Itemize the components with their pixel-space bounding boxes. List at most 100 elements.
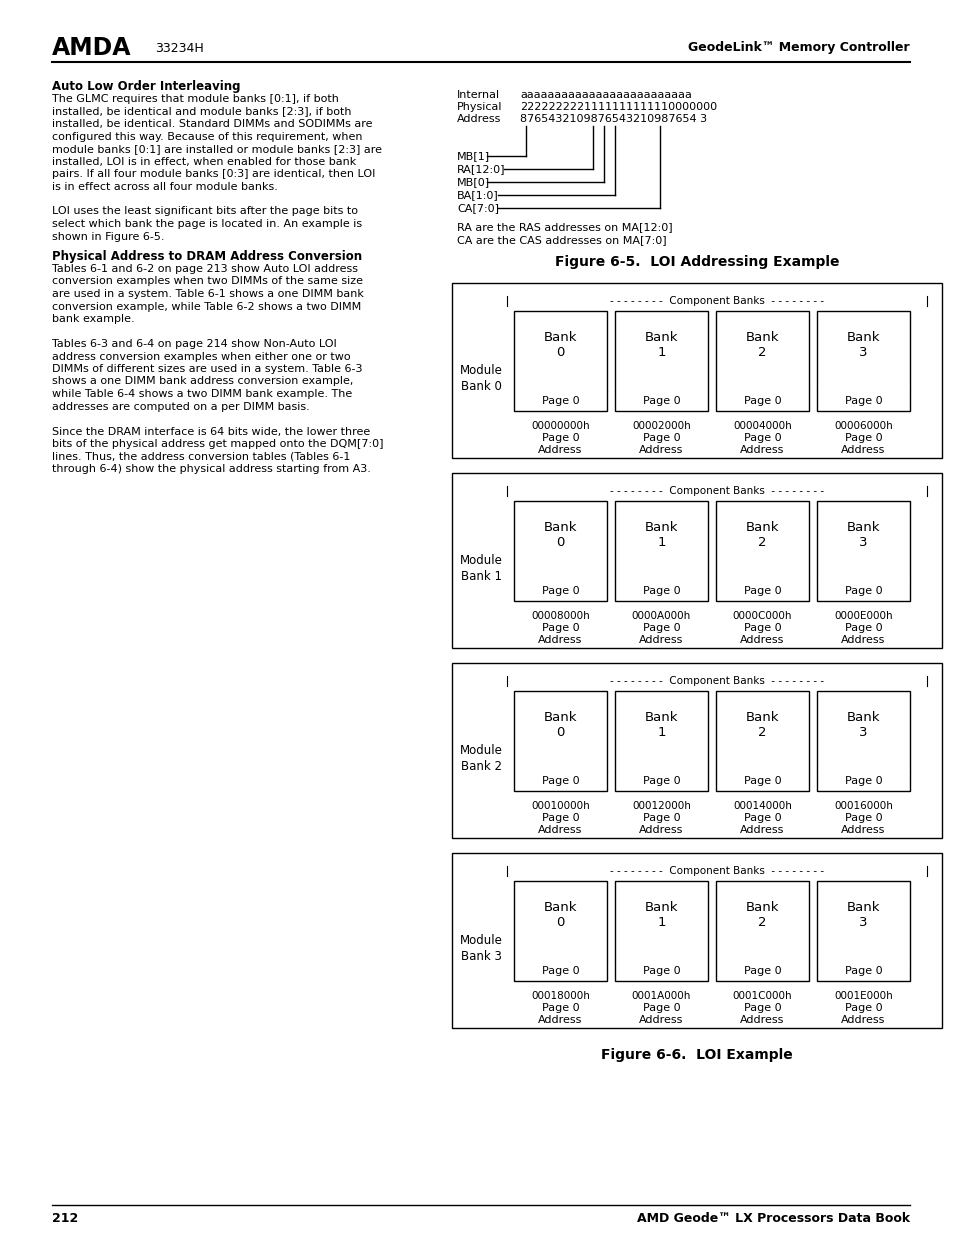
Text: - - - - - - - -  Component Banks  - - - - - - - -: - - - - - - - - Component Banks - - - - …: [609, 866, 823, 876]
Text: Address: Address: [841, 635, 884, 645]
Text: bank example.: bank example.: [52, 314, 134, 324]
Text: Bank
0: Bank 0: [543, 331, 577, 359]
Bar: [452, 473, 941, 648]
Text: Bank
3: Bank 3: [846, 331, 880, 359]
Text: address conversion examples when either one or two: address conversion examples when either …: [52, 352, 351, 362]
Bar: [615, 881, 707, 981]
Text: conversion examples when two DIMMs of the same size: conversion examples when two DIMMs of th…: [52, 277, 363, 287]
Text: Page 0: Page 0: [642, 813, 679, 823]
Text: Page 0: Page 0: [642, 966, 679, 976]
Text: Bank
0: Bank 0: [543, 902, 577, 929]
Text: Figure 6-5.  LOI Addressing Example: Figure 6-5. LOI Addressing Example: [554, 254, 839, 269]
Text: 0001A000h: 0001A000h: [631, 990, 691, 1002]
Text: RA[12:0]: RA[12:0]: [456, 164, 505, 174]
Text: Module
Bank 3: Module Bank 3: [459, 935, 502, 962]
Text: Page 0: Page 0: [843, 966, 882, 976]
Text: Address: Address: [740, 635, 784, 645]
Text: Bank
0: Bank 0: [543, 711, 577, 739]
Text: AMD Geode™ LX Processors Data Book: AMD Geode™ LX Processors Data Book: [637, 1212, 909, 1224]
Text: pairs. If all four module banks [0:3] are identical, then LOI: pairs. If all four module banks [0:3] ar…: [52, 169, 375, 179]
Text: addresses are computed on a per DIMM basis.: addresses are computed on a per DIMM bas…: [52, 401, 310, 411]
Text: 00014000h: 00014000h: [732, 802, 791, 811]
Text: lines. Thus, the address conversion tables (Tables 6-1: lines. Thus, the address conversion tabl…: [52, 452, 350, 462]
Text: installed, LOI is in effect, when enabled for those bank: installed, LOI is in effect, when enable…: [52, 157, 355, 167]
Text: GeodeLink™ Memory Controller: GeodeLink™ Memory Controller: [688, 42, 909, 54]
Bar: [716, 501, 808, 601]
Text: Address: Address: [639, 1015, 683, 1025]
Text: Page 0: Page 0: [642, 1003, 679, 1013]
Text: Page 0: Page 0: [843, 396, 882, 406]
Text: configured this way. Because of this requirement, when: configured this way. Because of this req…: [52, 131, 362, 142]
Text: Page 0: Page 0: [743, 966, 781, 976]
Text: Address: Address: [740, 445, 784, 454]
Text: 0000A000h: 0000A000h: [631, 611, 690, 621]
Text: Page 0: Page 0: [541, 622, 578, 634]
Bar: [816, 881, 909, 981]
Text: AMDA: AMDA: [52, 36, 132, 61]
Text: Bank
1: Bank 1: [644, 711, 678, 739]
Text: 00002000h: 00002000h: [632, 421, 690, 431]
Bar: [514, 692, 606, 790]
Bar: [816, 501, 909, 601]
Text: Page 0: Page 0: [843, 776, 882, 785]
Text: Page 0: Page 0: [642, 622, 679, 634]
Text: Bank
2: Bank 2: [745, 331, 779, 359]
Text: Module
Bank 2: Module Bank 2: [459, 745, 502, 773]
Text: Bank
2: Bank 2: [745, 521, 779, 550]
Text: are used in a system. Table 6-1 shows a one DIMM bank: are used in a system. Table 6-1 shows a …: [52, 289, 363, 299]
Text: Page 0: Page 0: [541, 1003, 578, 1013]
Text: Figure 6-6.  LOI Example: Figure 6-6. LOI Example: [600, 1049, 792, 1062]
Text: Since the DRAM interface is 64 bits wide, the lower three: Since the DRAM interface is 64 bits wide…: [52, 426, 370, 436]
Text: - - - - - - - -  Component Banks  - - - - - - - -: - - - - - - - - Component Banks - - - - …: [609, 676, 823, 685]
Text: Address: Address: [537, 825, 582, 835]
Text: Page 0: Page 0: [843, 585, 882, 597]
Text: Module
Bank 0: Module Bank 0: [459, 364, 502, 393]
Text: Page 0: Page 0: [642, 396, 679, 406]
Text: Page 0: Page 0: [642, 585, 679, 597]
Text: Page 0: Page 0: [843, 1003, 882, 1013]
Text: Tables 6-1 and 6-2 on page 213 show Auto LOI address: Tables 6-1 and 6-2 on page 213 show Auto…: [52, 264, 357, 274]
Text: Page 0: Page 0: [743, 1003, 781, 1013]
Text: shown in Figure 6-5.: shown in Figure 6-5.: [52, 231, 164, 242]
Text: BA[1:0]: BA[1:0]: [456, 190, 498, 200]
Text: Page 0: Page 0: [541, 433, 578, 443]
Bar: [615, 311, 707, 411]
Text: Page 0: Page 0: [541, 396, 578, 406]
Text: The GLMC requires that module banks [0:1], if both: The GLMC requires that module banks [0:1…: [52, 94, 338, 104]
Bar: [452, 853, 941, 1028]
Bar: [716, 311, 808, 411]
Text: while Table 6-4 shows a two DIMM bank example. The: while Table 6-4 shows a two DIMM bank ex…: [52, 389, 352, 399]
Bar: [452, 663, 941, 839]
Text: MB[1]: MB[1]: [456, 151, 490, 161]
Text: Page 0: Page 0: [743, 776, 781, 785]
Text: Page 0: Page 0: [541, 966, 578, 976]
Text: Address: Address: [639, 445, 683, 454]
Text: Address: Address: [841, 825, 884, 835]
Bar: [514, 311, 606, 411]
Text: Page 0: Page 0: [843, 622, 882, 634]
Bar: [615, 501, 707, 601]
Text: Internal: Internal: [456, 90, 499, 100]
Text: 0001E000h: 0001E000h: [833, 990, 892, 1002]
Text: Page 0: Page 0: [743, 433, 781, 443]
Bar: [816, 692, 909, 790]
Text: 33234H: 33234H: [154, 42, 204, 54]
Text: Page 0: Page 0: [743, 813, 781, 823]
Bar: [816, 311, 909, 411]
Text: conversion example, while Table 6-2 shows a two DIMM: conversion example, while Table 6-2 show…: [52, 301, 361, 311]
Text: installed, be identical and module banks [2:3], if both: installed, be identical and module banks…: [52, 106, 351, 116]
Text: 00004000h: 00004000h: [732, 421, 791, 431]
Text: Page 0: Page 0: [843, 813, 882, 823]
Text: bits of the physical address get mapped onto the DQM[7:0]: bits of the physical address get mapped …: [52, 438, 383, 450]
Text: Module
Bank 1: Module Bank 1: [459, 555, 502, 583]
Text: 00012000h: 00012000h: [632, 802, 690, 811]
Text: Bank
1: Bank 1: [644, 902, 678, 929]
Text: Page 0: Page 0: [541, 813, 578, 823]
Text: 0000E000h: 0000E000h: [833, 611, 892, 621]
Text: Address: Address: [841, 445, 884, 454]
Text: Page 0: Page 0: [843, 433, 882, 443]
Text: Page 0: Page 0: [541, 585, 578, 597]
Text: Address: Address: [639, 635, 683, 645]
Text: DIMMs of different sizes are used in a system. Table 6-3: DIMMs of different sizes are used in a s…: [52, 364, 362, 374]
Text: RA are the RAS addresses on MA[12:0]: RA are the RAS addresses on MA[12:0]: [456, 222, 672, 232]
